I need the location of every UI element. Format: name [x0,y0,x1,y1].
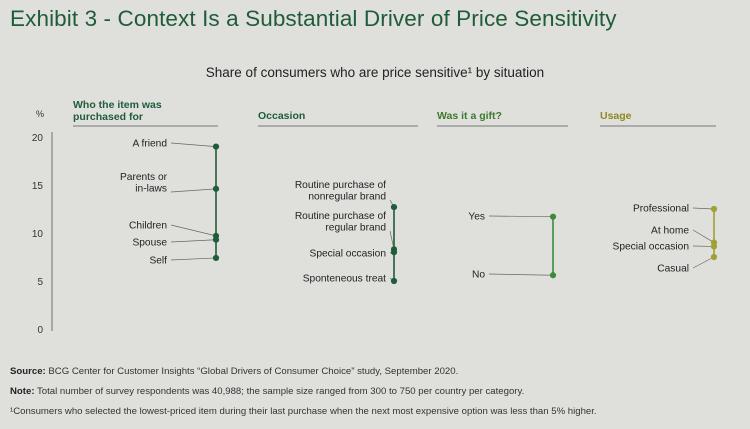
data-label: At home [651,226,689,237]
note-line: Note: Total number of survey respondents… [10,386,525,397]
data-point [390,203,398,211]
data-label: Special occasion [613,242,689,253]
leader-line [170,142,217,147]
leader-line [692,256,715,269]
data-label: Self [149,256,167,267]
data-label: No [472,270,485,281]
leader-line [389,230,395,250]
group-header-2: Was it a gift? [437,110,502,122]
exhibit-title: Exhibit 3 - Context Is a Substantial Dri… [10,6,617,31]
y-tick-label: 10 [32,229,44,240]
data-label: Spouse [132,238,167,249]
leader-line [170,224,217,237]
data-point [710,243,718,250]
leader-line [170,188,217,193]
group-header-1: Occasion [258,110,305,122]
leader-line [692,207,715,210]
leader-line [170,257,217,261]
data-label: Routine purchase of nonregular brand [295,180,387,203]
y-tick-label: 15 [32,181,44,192]
group-header-3: Usage [600,110,632,122]
footnote-line: ¹Consumers who selected the lowest-price… [10,406,597,417]
data-point [212,254,220,262]
y-tick-label: 5 [37,277,43,288]
y-tick-label: 20 [32,133,44,144]
chart-subtitle: Share of consumers who are price sensiti… [205,65,545,80]
leader-line [692,229,715,243]
data-label: Professional [633,204,689,215]
data-label: Parents or in-laws [120,172,168,195]
data-label: Sponteneous treat [303,274,386,285]
data-label: Special occasion [310,249,386,260]
data-point [549,272,557,279]
data-point [212,236,220,243]
data-point [390,249,398,256]
y-tick-label: 0 [37,325,43,336]
data-point [710,253,718,261]
leader-line [170,239,217,243]
data-point [390,277,398,285]
data-label: Routine purchase of regular brand [295,211,387,234]
leader-line [488,273,554,276]
y-axis-unit: % [36,109,44,119]
leader-line [488,215,554,218]
group-header-0: Who the item was purchased for [73,99,162,123]
data-label: Casual [657,264,689,275]
source-line: Source: BCG Center for Customer Insights… [10,366,459,377]
data-label: Children [129,221,167,232]
footer: Source: BCG Center for Customer Insights… [10,362,745,422]
data-point [710,205,718,213]
data-label: Yes [468,212,485,223]
data-point [549,213,557,220]
data-point [212,143,220,150]
data-point [212,185,220,192]
data-label: A friend [132,139,167,150]
